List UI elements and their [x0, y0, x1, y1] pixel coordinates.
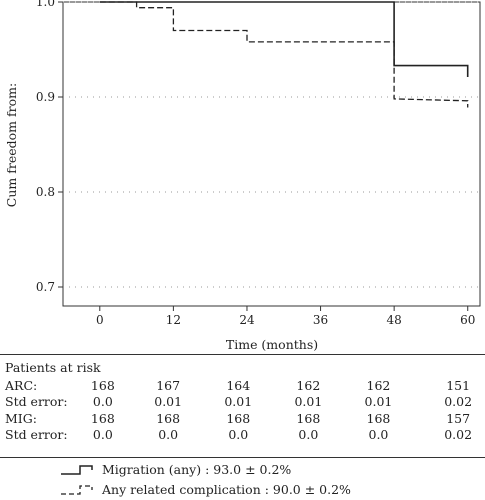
- y-axis: 1.0 0.9 0.8 0.7: [36, 0, 63, 294]
- risk-cell: 0.01: [364, 394, 393, 410]
- series-line-complication: [99, 1, 469, 108]
- risk-cell: 167: [156, 377, 181, 393]
- risk-cell: 0.02: [444, 427, 473, 443]
- risk-row: ARC: 168 167 164 162 162 151: [5, 377, 485, 394]
- y-tick-label: 0.8: [36, 185, 55, 199]
- plot-frame: [62, 1, 481, 307]
- risk-row-label: Std error:: [5, 394, 68, 410]
- series-lines: [99, 1, 469, 108]
- risk-row: Std error: 0.0 0.01 0.01 0.01 0.01 0.02: [5, 394, 485, 411]
- risk-cell: 0.0: [92, 427, 113, 443]
- risk-cell: 0.01: [224, 394, 253, 410]
- risk-cell: 0.01: [154, 394, 183, 410]
- risk-cell: 162: [366, 377, 391, 393]
- gridlines: [63, 1, 480, 288]
- legend-item-complication: Any related complication : 90.0 ± 0.2%: [60, 482, 351, 497]
- risk-table-title: Patients at risk: [5, 360, 101, 375]
- survival-chart: 1.0 0.9 0.8 0.7 0 12 24 36 48 60 Cum freedom fro…: [4, 0, 481, 352]
- risk-cell: 0.0: [298, 427, 319, 443]
- risk-cell: 0.0: [158, 427, 179, 443]
- risk-cell: 0.02: [444, 394, 473, 410]
- risk-row: Std error: 0.0 0.0 0.0 0.0 0.0 0.02: [5, 427, 485, 444]
- legend-label: Migration (any) : 93.0 ± 0.2%: [102, 462, 292, 477]
- x-tick-label: 24: [239, 313, 255, 327]
- solid-line-icon: [61, 464, 93, 475]
- series-line-migration: [99, 1, 469, 77]
- x-tick-label: 60: [460, 313, 475, 327]
- risk-cell: 168: [156, 410, 181, 426]
- risk-cell: 151: [446, 377, 471, 393]
- risk-cell: 0.01: [294, 394, 323, 410]
- risk-cell: 168: [90, 377, 115, 393]
- legend-label: Any related complication : 90.0 ± 0.2%: [102, 482, 351, 497]
- x-tick-label: 0: [96, 313, 104, 327]
- x-tick-label: 48: [387, 313, 402, 327]
- risk-cell: 157: [446, 410, 471, 426]
- risk-cell: 168: [366, 410, 391, 426]
- y-tick-label: 0.7: [36, 280, 55, 294]
- risk-cell: 168: [296, 410, 321, 426]
- risk-row-label: Std error:: [5, 427, 68, 443]
- risk-cell: 168: [90, 410, 115, 426]
- table-bottom-rule: [0, 457, 485, 458]
- x-tick-label: 12: [166, 313, 181, 327]
- risk-cell: 0.0: [92, 394, 113, 410]
- risk-row-label: MIG:: [5, 410, 37, 426]
- dashed-line-icon: [61, 484, 93, 495]
- risk-cell: 164: [226, 377, 251, 393]
- legend-item-migration: Migration (any) : 93.0 ± 0.2%: [60, 462, 291, 477]
- y-tick-label: 1.0: [36, 0, 55, 9]
- x-tick-label: 36: [313, 313, 328, 327]
- risk-cell: 0.0: [228, 427, 249, 443]
- risk-cell: 162: [296, 377, 321, 393]
- risk-table: ARC: 168 167 164 162 162 151 Std error: 0.0 0.01 0…: [5, 377, 485, 443]
- x-axis: 0 12 24 36 48 60: [96, 306, 475, 327]
- y-tick-label: 0.9: [36, 90, 55, 104]
- table-top-rule: [0, 354, 485, 355]
- x-axis-label: Time (months): [226, 337, 318, 352]
- risk-cell: 168: [226, 410, 251, 426]
- risk-row-label: ARC:: [5, 377, 38, 393]
- y-axis-label: Cum freedom from:: [4, 83, 19, 207]
- risk-cell: 0.0: [368, 427, 389, 443]
- risk-row: MIG: 168 168 168 168 168 157: [5, 410, 485, 427]
